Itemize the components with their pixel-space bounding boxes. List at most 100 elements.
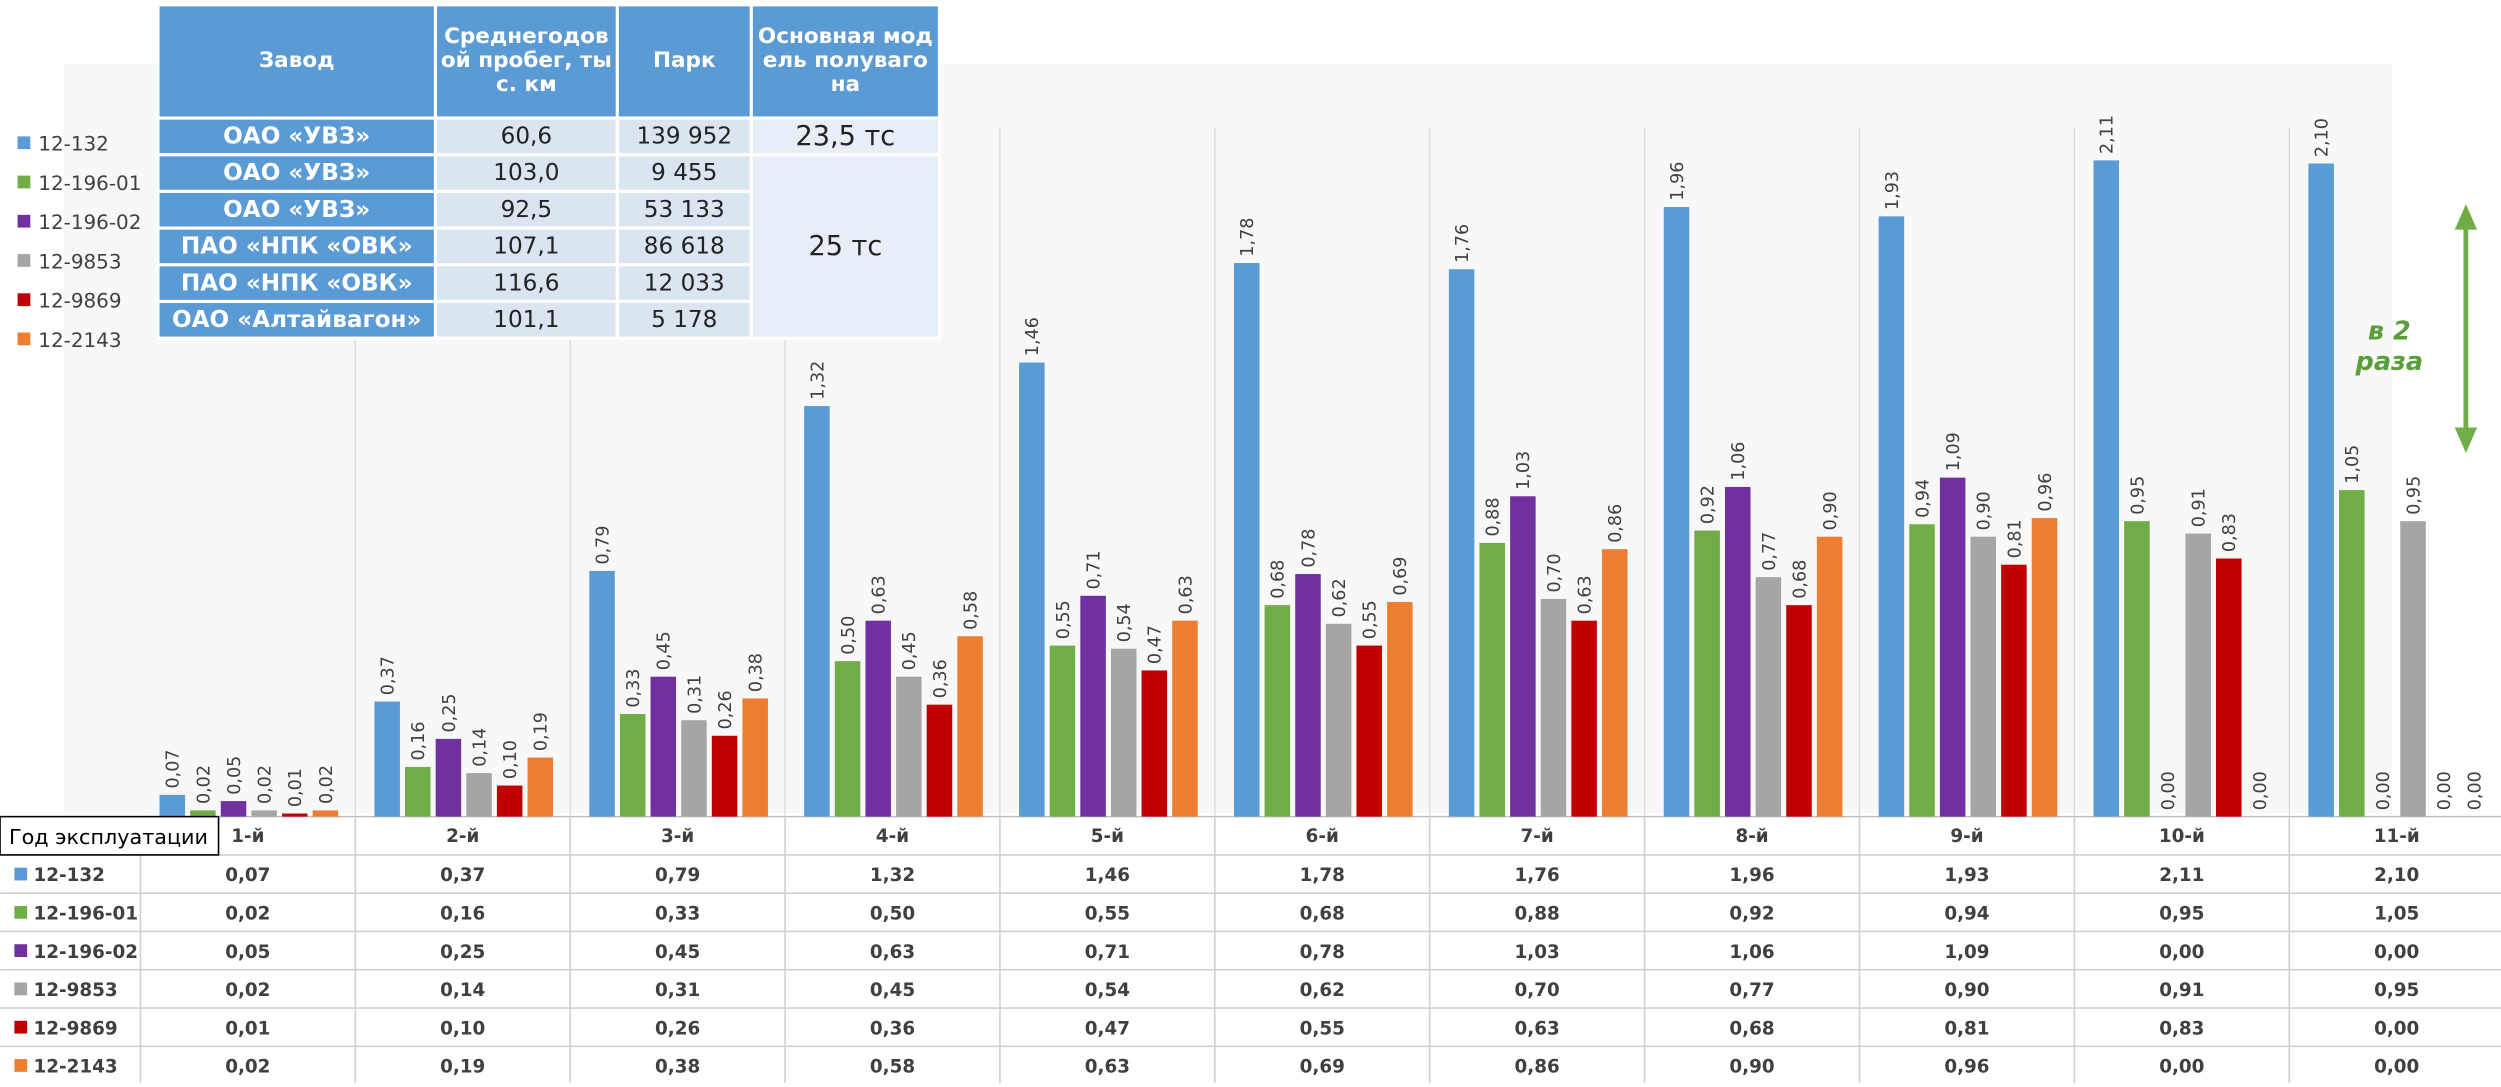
inset-table: Завод Среднегодовой пробег, тыс. км Парк Ос… [156, 3, 942, 340]
bar [435, 738, 462, 817]
table-value: 0,92 [1729, 904, 1774, 925]
table-value: 1,46 [1085, 865, 1130, 886]
table-cell: 92,5 [433, 189, 619, 230]
table-value: 0,88 [1515, 904, 1560, 925]
table-value: 0,86 [1515, 1057, 1560, 1078]
table-row: ОАО «УВЗ» 103,0 9 455 25 тс [156, 153, 942, 340]
table-row: ОАО «УВЗ» 60,6 139 952 23,5 тс [156, 116, 942, 157]
bar [1172, 620, 1198, 817]
x-tick-label: 2-й [446, 826, 479, 847]
table-cell: 12 033 [615, 263, 753, 304]
bar [834, 661, 861, 817]
bar [220, 801, 247, 817]
value-label: 1,06 [1729, 442, 1749, 481]
table-plant: ОАО «УВЗ» [156, 116, 438, 157]
bar [1080, 595, 1106, 817]
bar [1939, 477, 1966, 817]
table-value: 1,09 [1944, 942, 1989, 963]
table-value: 0,19 [440, 1057, 485, 1078]
table-cell: 101,1 [433, 299, 619, 340]
table-plant: ОАО «УВЗ» [156, 189, 438, 230]
bar [1387, 602, 1413, 817]
table-value: 0,00 [2374, 1018, 2419, 1039]
legend-label: 12-132 [38, 133, 109, 156]
value-label: 0,69 [1391, 557, 1411, 596]
legend-label: 12-196-02 [38, 211, 141, 234]
legend-key [17, 214, 31, 228]
bar [496, 785, 523, 817]
bar [1571, 620, 1597, 817]
bar [865, 620, 891, 817]
table-header: Парк [615, 3, 753, 120]
value-label: 0,05 [225, 756, 245, 795]
value-label: 0,00 [2374, 771, 2394, 810]
table-value: 0,07 [225, 865, 270, 886]
legend-label: 12-9853 [38, 250, 121, 273]
value-label: 0,58 [961, 591, 981, 630]
table-series-name: 12-132 [34, 865, 105, 886]
bar [282, 813, 308, 817]
table-value: 0,63 [1085, 1057, 1130, 1078]
bar [711, 735, 738, 817]
table-value: 0,94 [1944, 904, 1989, 925]
value-label: 0,10 [501, 740, 521, 779]
table-series-name: 12-2143 [34, 1057, 118, 1078]
bar [2093, 160, 2120, 817]
table-value: 0,83 [2159, 1018, 2204, 1039]
table-value: 0,38 [655, 1057, 700, 1078]
bar [251, 810, 277, 817]
table-cell: 86 618 [615, 226, 753, 267]
table-value: 1,76 [1515, 865, 1560, 886]
x-tick-label: 10-й [2159, 826, 2205, 847]
table-value: 0,02 [225, 904, 270, 925]
table-cell: 60,6 [433, 116, 619, 157]
table-cell: 103,0 [433, 153, 619, 193]
bar [589, 570, 615, 817]
value-label: 0,50 [839, 616, 859, 655]
table-value: 0,62 [1300, 980, 1345, 1001]
table-cell: 5 178 [615, 299, 753, 340]
table-value: 0,79 [655, 865, 700, 886]
bar [405, 766, 431, 817]
bar [159, 794, 186, 817]
value-label: 0,90 [1821, 491, 1841, 530]
value-label: 0,54 [1115, 603, 1135, 642]
value-label: 1,32 [808, 361, 828, 400]
table-plant: ПАО «НПК «ОВК» [156, 226, 438, 267]
value-label: 0,70 [1545, 553, 1565, 592]
table-model: 23,5 тс [749, 116, 942, 157]
table-value: 0,54 [1085, 980, 1130, 1001]
table-value: 0,01 [225, 1018, 270, 1039]
table-value: 1,05 [2374, 904, 2419, 925]
table-value: 0,10 [440, 1018, 485, 1039]
bar [2216, 558, 2242, 817]
table-value: 0,45 [655, 942, 700, 963]
value-label: 0,47 [1146, 625, 1166, 664]
table-value: 0,37 [440, 865, 485, 886]
bar [926, 704, 953, 817]
bar [1479, 542, 1506, 817]
table-value: 0,36 [870, 1018, 915, 1039]
bar [1786, 605, 1812, 817]
table-row: ОАО «Алтайвагон» 101,1 5 178 [156, 299, 940, 340]
bar [2339, 490, 2365, 817]
table-cell: 116,6 [433, 263, 619, 304]
table-value: 1,03 [1515, 942, 1560, 963]
bar [1110, 648, 1137, 817]
bar [1878, 216, 1905, 817]
bar [2400, 521, 2426, 817]
table-value: 0,55 [1300, 1018, 1345, 1039]
value-label: 0,63 [1176, 575, 1196, 614]
table-value: 0,00 [2159, 1057, 2204, 1078]
table-value: 0,63 [1515, 1018, 1560, 1039]
value-label: 1,03 [1514, 451, 1534, 490]
value-label: 0,91 [2190, 488, 2210, 527]
bar [1970, 536, 1997, 817]
legend-label: 12-9869 [38, 290, 121, 313]
x-axis-label-box [0, 815, 220, 856]
value-label: 0,00 [2466, 771, 2486, 810]
bar [1141, 670, 1168, 817]
x-tick-label: 9-й [1950, 826, 1983, 847]
table-value: 0,69 [1300, 1057, 1345, 1078]
x-tick-label: 4-й [876, 826, 909, 847]
